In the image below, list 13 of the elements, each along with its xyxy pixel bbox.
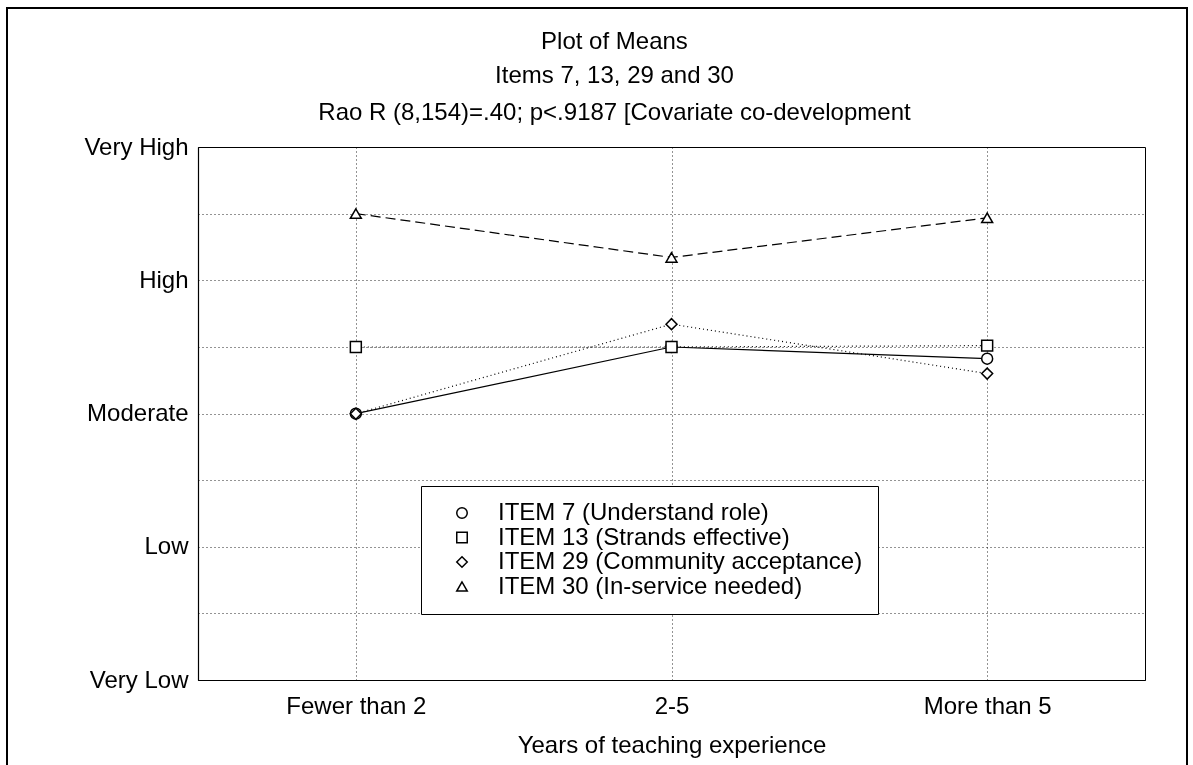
category-label: High xyxy=(139,265,189,293)
chart-subtitle: Items 7, 13, 29 and 30 xyxy=(495,61,734,88)
x-axis-title: Years of teaching experience xyxy=(517,730,827,758)
category-label: Very Low xyxy=(89,665,189,693)
category-label: Very High xyxy=(84,132,189,160)
x-tick-label: Fewer than 2 xyxy=(286,691,427,719)
x-tick-label: 2-5 xyxy=(654,691,690,719)
legend-label: ITEM 7 (Understand role) xyxy=(498,498,769,525)
text: Rao R (8,154)=.40; p<.9187 [Covariate co-development xyxy=(318,98,911,125)
chart-title: Plot of Means xyxy=(541,27,688,54)
category-label: Moderate xyxy=(87,399,189,426)
x-tick-label: More than 5 xyxy=(923,691,1052,719)
category-label: Low xyxy=(144,532,189,560)
